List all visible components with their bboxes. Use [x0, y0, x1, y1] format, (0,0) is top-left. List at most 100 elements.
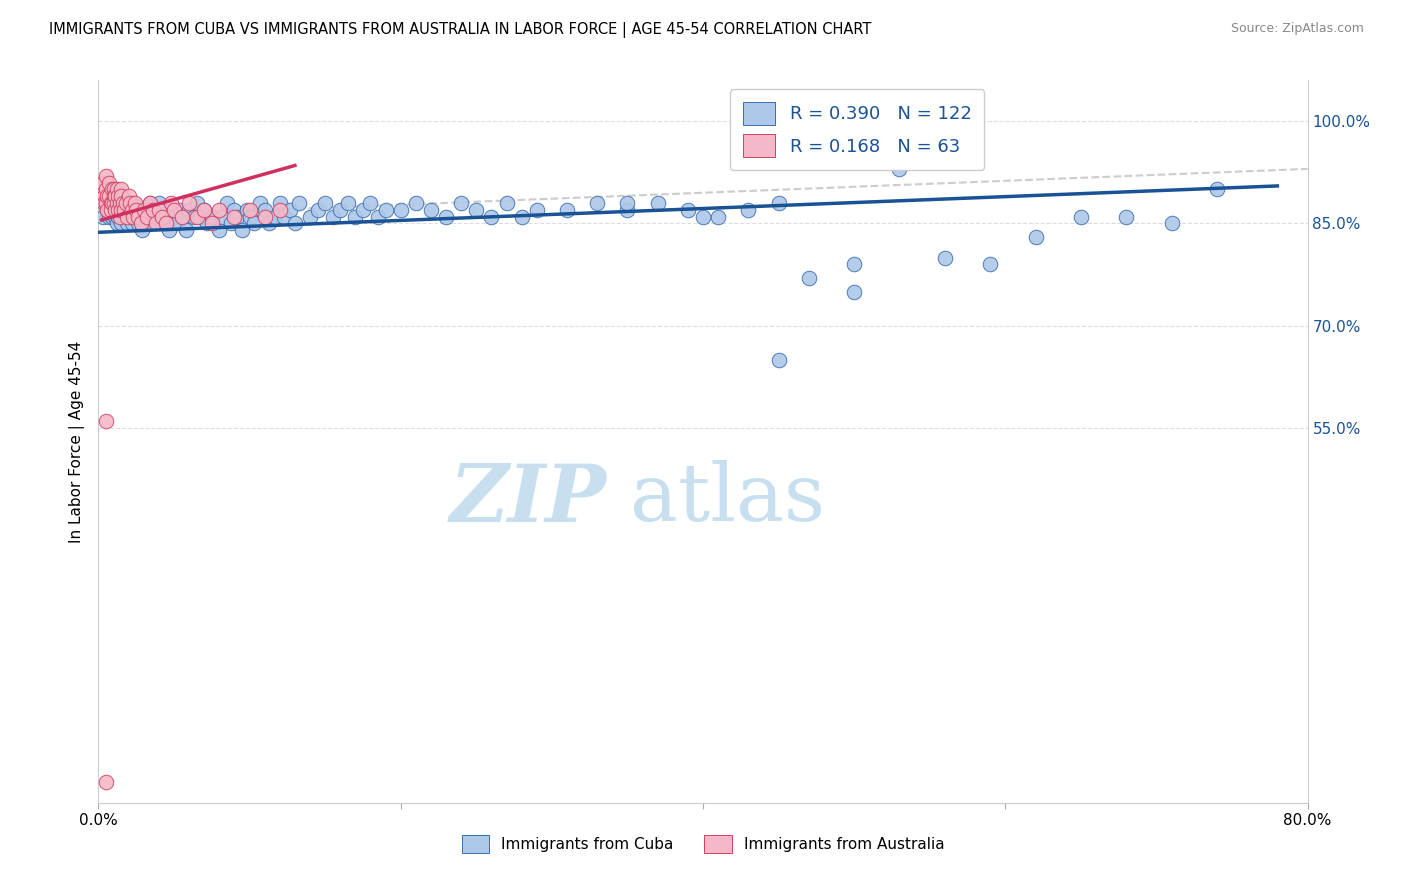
Point — [112, 210, 135, 224]
Point — [269, 202, 291, 217]
Point — [148, 196, 170, 211]
Point — [152, 202, 174, 217]
Point — [179, 202, 201, 217]
Point — [121, 216, 143, 230]
Point — [105, 196, 128, 211]
Point — [94, 414, 117, 428]
Point — [844, 285, 866, 299]
Point — [148, 202, 170, 217]
Point — [249, 196, 271, 211]
Point — [450, 196, 472, 211]
Point — [676, 202, 699, 217]
Point — [797, 271, 820, 285]
Point — [420, 202, 443, 217]
Point — [121, 202, 143, 217]
Point — [114, 202, 136, 217]
Point — [201, 216, 224, 230]
Point — [136, 210, 159, 224]
Point — [105, 216, 128, 230]
Point — [98, 210, 121, 224]
Point — [118, 189, 141, 203]
Point — [131, 223, 153, 237]
Point — [844, 257, 866, 271]
Point — [103, 196, 125, 211]
Point — [768, 352, 790, 367]
Point — [360, 196, 382, 211]
Point — [1160, 216, 1182, 230]
Point — [1070, 210, 1092, 224]
Point — [108, 189, 131, 203]
Point — [124, 196, 146, 211]
Point — [135, 210, 157, 224]
Point — [314, 196, 336, 211]
Point — [115, 210, 138, 224]
Point — [110, 202, 132, 217]
Point — [103, 202, 125, 217]
Point — [434, 210, 457, 224]
Point — [132, 202, 155, 217]
Point — [127, 216, 149, 230]
Point — [104, 202, 127, 217]
Point — [172, 210, 194, 224]
Point — [110, 182, 132, 196]
Point — [139, 196, 162, 211]
Point — [280, 202, 302, 217]
Point — [100, 196, 122, 211]
Point — [103, 189, 125, 203]
Point — [221, 216, 243, 230]
Point — [465, 202, 488, 217]
Point — [101, 196, 124, 211]
Point — [889, 161, 911, 176]
Point — [91, 210, 114, 224]
Point — [107, 202, 129, 217]
Point — [231, 223, 253, 237]
Point — [224, 210, 246, 224]
Point — [150, 210, 173, 224]
Point — [129, 210, 152, 224]
Point — [979, 257, 1001, 271]
Point — [195, 216, 218, 230]
Point — [329, 202, 352, 217]
Y-axis label: In Labor Force | Age 45-54: In Labor Force | Age 45-54 — [69, 341, 84, 542]
Point — [103, 182, 125, 196]
Point — [155, 210, 177, 224]
Point — [114, 196, 136, 211]
Point — [174, 223, 197, 237]
Point — [160, 196, 183, 211]
Point — [299, 210, 322, 224]
Point — [122, 196, 145, 211]
Point — [103, 182, 125, 196]
Point — [647, 196, 669, 211]
Point — [336, 196, 359, 211]
Point — [120, 196, 142, 211]
Point — [132, 202, 155, 217]
Point — [257, 216, 280, 230]
Point — [150, 216, 173, 230]
Point — [405, 196, 427, 211]
Point — [145, 216, 167, 230]
Legend: Immigrants from Cuba, Immigrants from Australia: Immigrants from Cuba, Immigrants from Au… — [454, 827, 952, 860]
Point — [100, 189, 122, 203]
Point — [737, 202, 759, 217]
Point — [93, 189, 115, 203]
Point — [145, 210, 167, 224]
Point — [211, 210, 233, 224]
Point — [91, 176, 114, 190]
Point — [118, 210, 141, 224]
Point — [170, 210, 193, 224]
Point — [141, 216, 163, 230]
Point — [1115, 210, 1137, 224]
Point — [98, 176, 121, 190]
Point — [183, 210, 205, 224]
Point — [94, 182, 117, 196]
Point — [616, 196, 638, 211]
Point — [288, 196, 311, 211]
Point — [142, 202, 165, 217]
Point — [127, 210, 149, 224]
Point — [105, 196, 128, 211]
Point — [186, 196, 208, 211]
Point — [120, 202, 142, 217]
Point — [101, 182, 124, 196]
Point — [134, 216, 156, 230]
Point — [481, 210, 503, 224]
